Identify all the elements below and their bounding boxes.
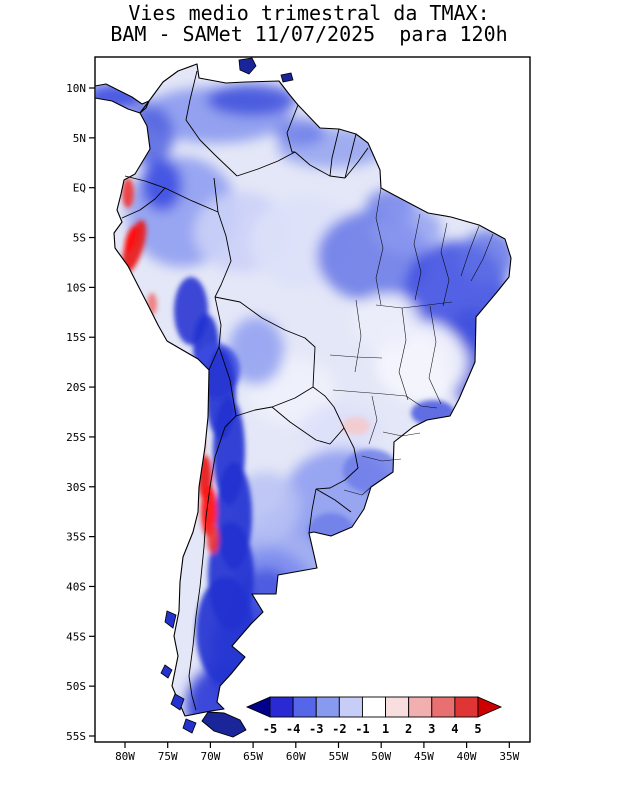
map-frame xyxy=(94,56,531,743)
central-america-coastline xyxy=(94,83,150,114)
trinidad-island xyxy=(280,72,294,83)
colorbar-segment xyxy=(361,696,387,718)
colorbar-segment xyxy=(454,696,479,718)
lat-tick-label: 50S xyxy=(66,680,86,693)
plot-title-line1: Vies medio trimestral da TMAX: xyxy=(128,1,490,25)
colorbar-tick-label: 2 xyxy=(405,722,412,736)
colorbar-tick-label: 1 xyxy=(382,722,389,736)
colorbar-segment xyxy=(292,696,317,718)
chiloe-island xyxy=(164,610,177,629)
lon-tick-label: 70W xyxy=(200,750,220,763)
colorbar-tick-label: 3 xyxy=(428,722,435,736)
lat-tick-label: 20S xyxy=(66,381,86,394)
colorbar-segment xyxy=(269,696,294,718)
lon-tick-label: 35W xyxy=(499,750,519,763)
lon-tick-label: 50W xyxy=(371,750,391,763)
lat-tick-label: 10S xyxy=(66,281,86,294)
colorbar-tick-label: -4 xyxy=(286,722,300,736)
lat-tick-label: 55S xyxy=(66,730,86,743)
plot-title-line2: BAM - SAMet 11/07/2025 para 120h xyxy=(110,22,508,46)
colorbar-legend: -5 -4 -3 -2 -1 1 2 3 4 5 xyxy=(245,696,503,736)
lon-tick-label: 55W xyxy=(329,750,349,763)
colorbar-segment xyxy=(315,696,340,718)
tierra-del-fuego xyxy=(201,711,247,738)
lon-tick-label: 65W xyxy=(243,750,263,763)
fjord-island-3 xyxy=(182,718,197,734)
lat-tick-label: 35S xyxy=(66,531,86,544)
colorbar-arrow-right xyxy=(477,696,503,718)
lat-tick-label: 10N xyxy=(66,82,86,95)
colorbar-segment xyxy=(408,696,433,718)
colorbar-tick-label: 4 xyxy=(451,722,458,736)
colorbar-tick-label: -1 xyxy=(355,722,369,736)
lat-tick-label: EQ xyxy=(73,182,86,195)
lon-tick-label: 60W xyxy=(286,750,306,763)
lat-tick-label: 30S xyxy=(66,481,86,494)
colorbar-segment xyxy=(385,696,410,718)
lat-tick-label: 45S xyxy=(66,630,86,643)
colorbar-tick-label: -3 xyxy=(309,722,323,736)
coastlines-and-borders xyxy=(94,57,512,738)
longitude-axis: 80W 75W 70W 65W 60W 55W 50W 45W 40W 35W xyxy=(115,742,520,763)
caribbean-islands xyxy=(238,57,257,75)
lon-tick-label: 80W xyxy=(115,750,135,763)
colorbar-arrow-left xyxy=(245,696,271,718)
lat-tick-label: 5N xyxy=(73,132,86,145)
fjord-island-2 xyxy=(170,693,185,711)
lat-tick-label: 25S xyxy=(66,431,86,444)
lat-tick-label: 5S xyxy=(73,232,86,245)
plot-title: Vies medio trimestral da TMAX: BAM - SAM… xyxy=(0,3,618,45)
lat-tick-label: 15S xyxy=(66,331,86,344)
colorbar-tick-label: 5 xyxy=(474,722,481,736)
lon-tick-label: 75W xyxy=(158,750,178,763)
lon-tick-label: 40W xyxy=(457,750,477,763)
south-america-coastline xyxy=(113,63,512,717)
latitude-axis: 10N 5N EQ 5S 10S 15S 20S 25S 30S 35S 40S 45S 50S 55S xyxy=(66,82,95,743)
colorbar-tick-label: -2 xyxy=(332,722,346,736)
colorbar-segment xyxy=(431,696,456,718)
lon-tick-label: 45W xyxy=(414,750,434,763)
colorbar-tick-label: -5 xyxy=(263,722,277,736)
lat-tick-label: 40S xyxy=(66,580,86,593)
bias-shading-field xyxy=(95,64,511,716)
colorbar-segment xyxy=(338,696,363,718)
fjord-island-1 xyxy=(160,664,173,679)
